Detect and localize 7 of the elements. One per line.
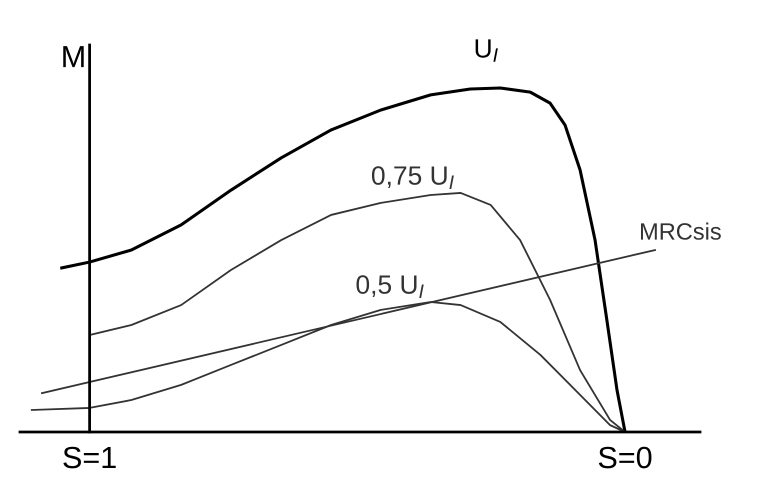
series-label: MRCsis [641, 222, 721, 240]
series-label: U$_{I}$ [476, 39, 498, 62]
y-axis-title: M [63, 46, 84, 68]
series-label: 0,75 U$_{I}$ [372, 166, 454, 189]
x-tick-label: S=1 [63, 446, 116, 468]
series-label: 0,5 U$_{I}$ [356, 275, 424, 298]
x-tick-label: S=0 [598, 446, 652, 468]
